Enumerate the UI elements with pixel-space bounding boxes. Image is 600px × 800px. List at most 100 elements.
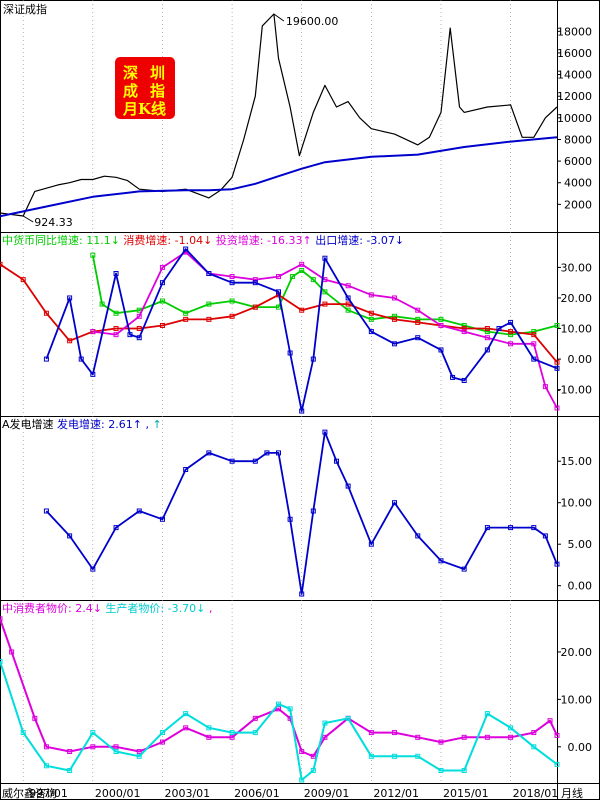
m2-growth-point [310, 277, 316, 283]
stamp-char: 深 [123, 64, 138, 82]
export-growth-point [287, 350, 293, 356]
low-label: 924.33 [34, 216, 72, 229]
ppi-point [183, 711, 189, 717]
cpi-point [252, 715, 258, 721]
power-growth-point [136, 508, 142, 514]
export-growth-point [438, 347, 444, 353]
cpi-point [415, 734, 421, 740]
m2-growth-point [345, 307, 351, 313]
export-growth-point [345, 295, 351, 301]
y-tick-label: 12000 [557, 90, 592, 103]
power-growth-point [43, 508, 49, 514]
m2-growth-point [99, 301, 105, 307]
stamp-char: 圳 [150, 64, 165, 82]
cpi-point [392, 730, 398, 736]
investment-growth-point [345, 283, 351, 289]
panel3-legend-item: ↑ [152, 418, 161, 431]
investment-growth-point [484, 335, 490, 341]
power-growth-point [206, 450, 212, 456]
power-growth-point [368, 541, 374, 547]
ppi-point [159, 730, 165, 736]
szci-index-line [0, 13, 558, 217]
m2-growth-point [415, 316, 421, 322]
ppi-point [136, 753, 142, 759]
cpi-point [90, 744, 96, 750]
stamp-char: 月K线 [122, 100, 166, 118]
cpi-point [547, 718, 553, 724]
y-tick-label: 8000 [564, 133, 592, 146]
power-growth-point [264, 450, 270, 456]
export-growth-point [531, 356, 537, 362]
consumption-growth-point [43, 310, 49, 316]
x-date-label: 2006/01 [234, 787, 280, 800]
power-growth-point [415, 533, 421, 539]
power-growth-point [554, 561, 560, 567]
m2-growth-point [484, 329, 490, 335]
panel3-legend-item: A发电增速 [2, 417, 57, 431]
cpi-point [9, 649, 15, 655]
m2-growth-point [438, 316, 444, 322]
m2-growth-point [508, 332, 514, 338]
consumption-growth-point [392, 316, 398, 322]
investment-growth-point [508, 341, 514, 347]
y-tick-label: 18000 [557, 25, 592, 38]
ppi-point [299, 777, 305, 783]
y-tick-label: 10000 [557, 112, 592, 125]
x-date-label: 2012/01 [373, 787, 419, 800]
cpi-point [508, 734, 514, 740]
power-growth-line [45, 431, 558, 595]
m2-growth-point [554, 322, 560, 328]
ppi-point [113, 749, 119, 755]
y-tick-label: 20.00 [561, 646, 593, 659]
ppi-point [20, 730, 26, 736]
cpi-point [322, 734, 328, 740]
panel3-legend-item: 发电增速: 2.61↑ [57, 417, 145, 431]
export-growth-point [229, 280, 235, 286]
power-growth-point [252, 458, 258, 464]
export-growth-point [508, 319, 514, 325]
x-date-label: 2000/01 [95, 787, 141, 800]
export-growth-point [113, 271, 119, 277]
power-growth-point [438, 558, 444, 564]
y-tick-label: 6000 [564, 155, 592, 168]
period-label: 月线 [561, 786, 583, 800]
ppi-point [322, 720, 328, 726]
export-growth-line [45, 248, 558, 413]
consumption-growth-point [299, 307, 305, 313]
ppi-point [531, 744, 537, 750]
cpi-point [531, 730, 537, 736]
power-growth-point [508, 525, 514, 531]
moving-average-line [0, 136, 558, 218]
panel2-legend-item: 中货币同比增速: 11.1↓ [2, 233, 123, 247]
ppi-point [484, 711, 490, 717]
export-growth-point [322, 255, 328, 261]
export-growth-point [90, 371, 96, 377]
m2-growth-point [183, 310, 189, 316]
investment-growth-point [229, 274, 235, 280]
consumption-growth-point [20, 277, 26, 283]
panel2-legend-item: 出口增速: -3.07↓ [315, 233, 404, 247]
x-date-label: 2018/01 [513, 787, 559, 800]
power-growth-point [299, 591, 305, 597]
export-growth-point [554, 365, 560, 371]
power-growth-point [159, 516, 165, 522]
panel2-legend-item: 投资增速: -16.33↑ [216, 233, 315, 247]
cpi-point [32, 715, 38, 721]
power-growth-point [334, 458, 340, 464]
cpi-point [368, 730, 374, 736]
export-growth-point [78, 356, 84, 362]
power-growth-point [531, 525, 537, 531]
ppi-point [392, 753, 398, 759]
y-tick-label: 14000 [557, 69, 592, 82]
cpi-point [206, 734, 212, 740]
export-growth-point [415, 335, 421, 341]
power-growth-point [461, 566, 467, 572]
export-growth-point [43, 356, 49, 362]
m2-growth-line [91, 255, 558, 336]
panel4-legend: 中消费者物价: 2.4↓ 生产者物价: -3.70↓ , [2, 601, 212, 615]
y-tick-label: -10.00 [557, 384, 592, 397]
power-growth-point [229, 458, 235, 464]
ppi-point [415, 753, 421, 759]
investment-growth-point [554, 405, 560, 411]
